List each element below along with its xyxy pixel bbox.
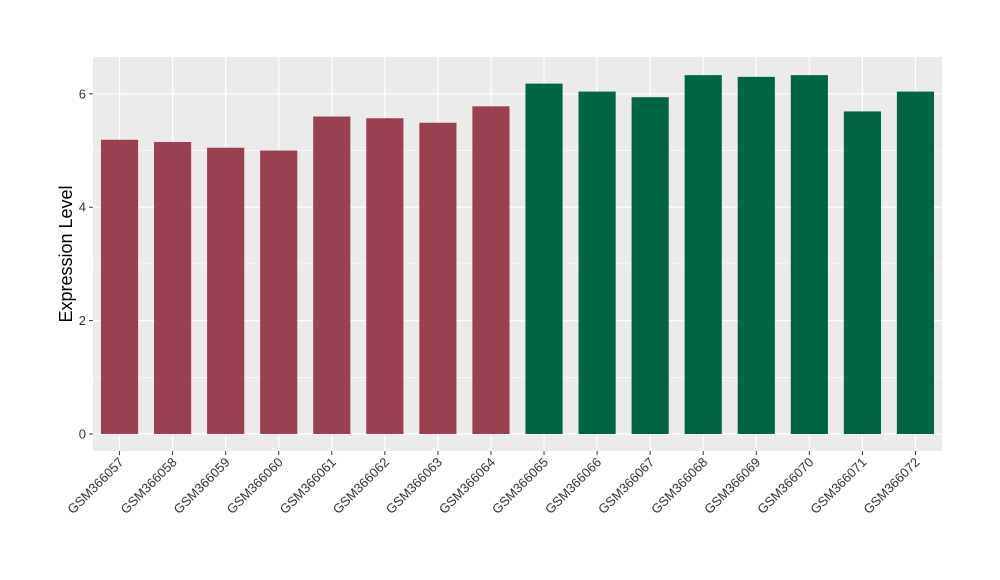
x-tick-label: GSM366063 [383, 455, 445, 517]
bars [100, 75, 935, 434]
bar-gsm366070 [790, 75, 828, 434]
x-tick-label: GSM366062 [330, 455, 392, 517]
bar-gsm366069 [737, 76, 775, 434]
x-tick-label: GSM366059 [171, 455, 233, 517]
x-tick-label: GSM366069 [701, 455, 763, 517]
x-tick-label: GSM366072 [860, 455, 922, 517]
y-tick-label: 4 [79, 200, 86, 215]
x-tick-label: GSM366057 [64, 455, 126, 517]
bar-gsm366061 [313, 116, 351, 434]
x-tick-label: GSM366065 [489, 455, 551, 517]
bar-gsm366059 [207, 147, 245, 434]
bar-gsm366065 [525, 83, 563, 434]
y-axis: 0 2 4 6 [79, 86, 93, 441]
x-tick-label: GSM366068 [648, 455, 710, 517]
y-tick-label: 0 [79, 426, 86, 441]
bar-gsm366060 [260, 150, 298, 434]
y-axis-title: Expression Level [56, 185, 76, 322]
x-tick-label: GSM366067 [595, 455, 657, 517]
bar-gsm366068 [684, 75, 722, 434]
y-tick-label: 2 [79, 313, 86, 328]
bar-gsm366062 [366, 118, 404, 434]
bar-gsm366063 [419, 122, 457, 434]
bar-gsm366066 [578, 91, 616, 434]
bar-gsm366071 [843, 111, 881, 434]
x-tick-label: GSM366064 [436, 455, 498, 517]
x-tick-label: GSM366071 [807, 455, 869, 517]
x-tick-label: GSM366060 [224, 455, 286, 517]
bar-gsm366058 [154, 142, 192, 434]
x-tick-label: GSM366070 [754, 455, 816, 517]
y-tick-label: 6 [79, 86, 86, 101]
x-tick-label: GSM366061 [277, 455, 339, 517]
x-axis: GSM366057GSM366058GSM366059GSM366060GSM3… [64, 451, 923, 517]
bar-gsm366072 [896, 91, 935, 434]
x-tick-label: GSM366066 [542, 455, 604, 517]
x-tick-label: GSM366058 [117, 455, 179, 517]
bar-gsm366057 [100, 139, 139, 434]
bar-gsm366067 [631, 97, 669, 434]
bar-gsm366064 [472, 106, 510, 434]
